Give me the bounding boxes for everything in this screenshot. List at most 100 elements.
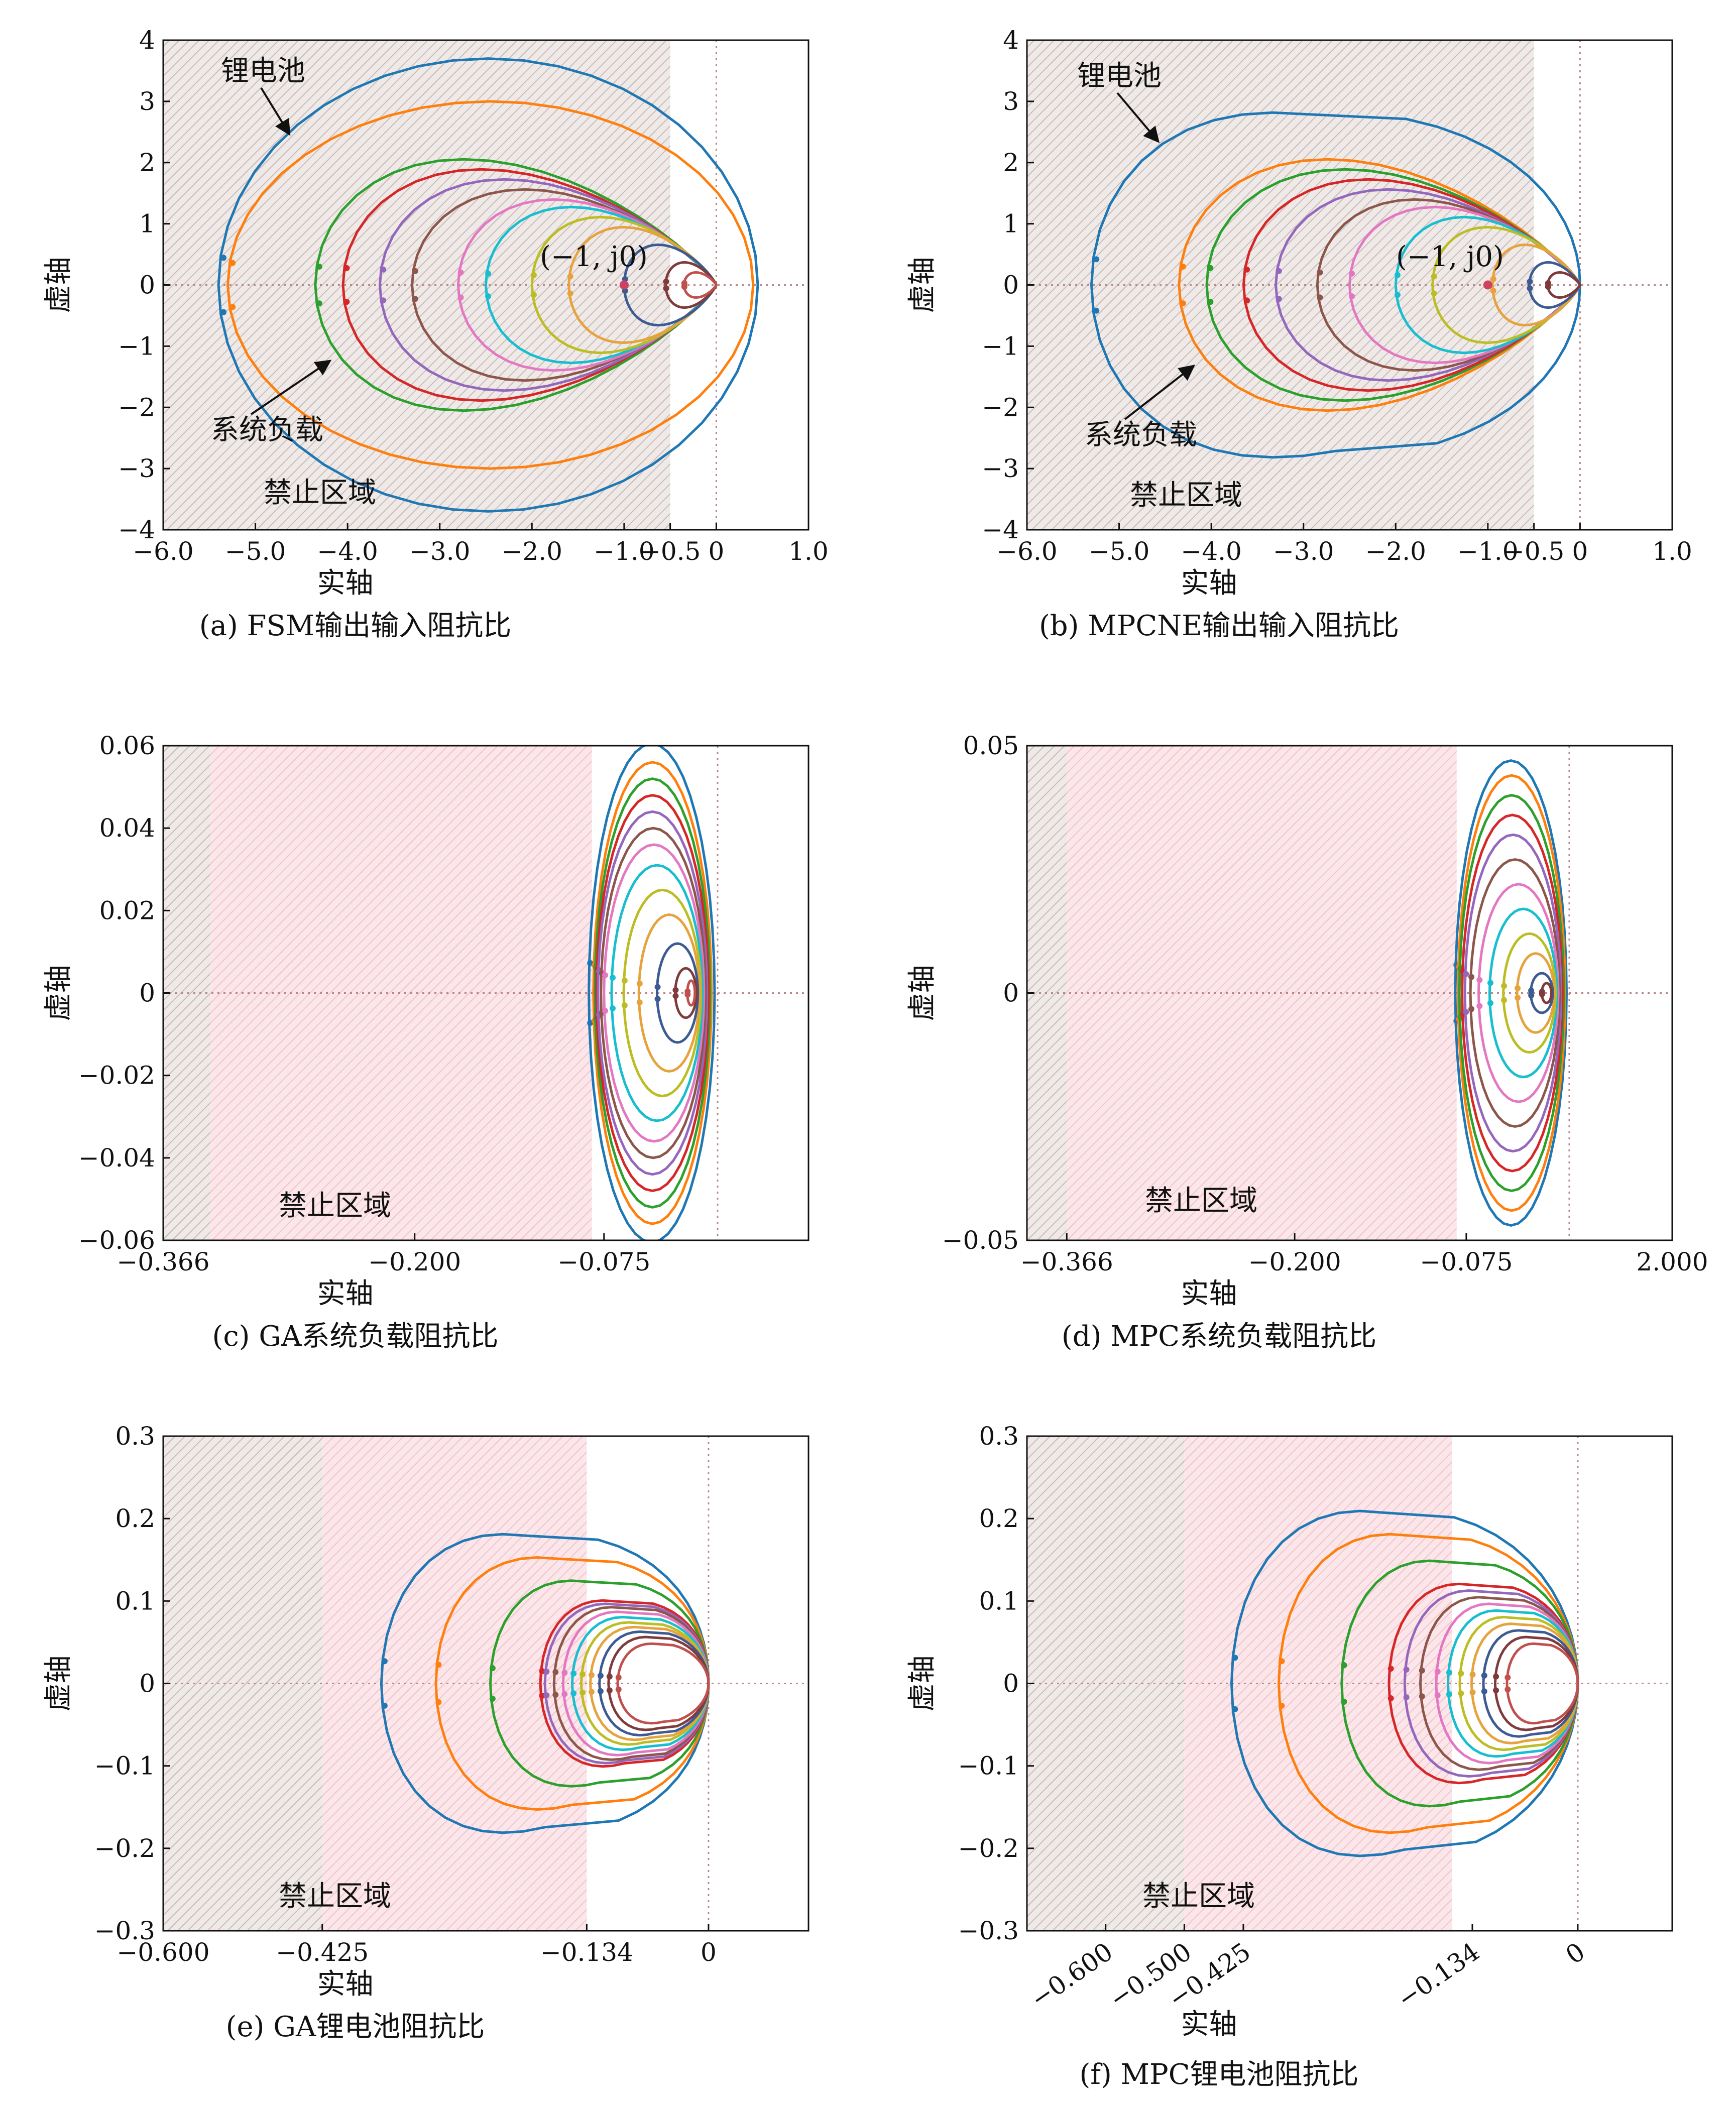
- y-tick-label: −0.3: [958, 1916, 1019, 1945]
- series-marker: [1458, 1670, 1464, 1677]
- x-tick-label: −0.5: [640, 537, 701, 566]
- series-e-3: [489, 1579, 710, 1788]
- series-e-8: [570, 1615, 710, 1751]
- x-tick-label: 1.0: [788, 537, 829, 566]
- curves: [380, 1533, 710, 1834]
- series-f-10: [1470, 1622, 1579, 1744]
- series-marker: [1463, 1009, 1469, 1015]
- series-marker: [1487, 1000, 1493, 1006]
- series-marker: [1431, 290, 1437, 297]
- series-marker: [621, 977, 628, 984]
- y-tick-label: 0.1: [115, 1586, 155, 1615]
- x-axis-label: 实轴: [1181, 2008, 1237, 2041]
- series-d-1: [1454, 759, 1568, 1227]
- series-marker: [1545, 284, 1551, 290]
- series-e-9: [580, 1621, 710, 1746]
- series-marker: [1539, 991, 1545, 997]
- series-f-1: [1230, 1509, 1579, 1857]
- panel-caption: (e) GA锂电池阻抗比: [226, 2011, 485, 2043]
- forbidden-region-pink: [210, 746, 592, 1240]
- y-tick-label: 0.06: [99, 731, 155, 760]
- curves: [1090, 111, 1581, 459]
- panel-caption: (d) MPC系统负载阻抗比: [1062, 1320, 1376, 1353]
- series-marker: [580, 1671, 586, 1678]
- series-c-10: [637, 913, 701, 1073]
- series-marker: [485, 270, 492, 277]
- y-tick-label: 0: [1003, 271, 1019, 300]
- series-marker: [1458, 1690, 1464, 1697]
- series-marker: [1527, 278, 1533, 285]
- x-tick-label: −0.134: [540, 1938, 633, 1967]
- series-marker: [1244, 297, 1250, 304]
- series-c-12: [674, 967, 698, 1019]
- series-marker: [1490, 288, 1496, 294]
- series-marker: [1446, 1691, 1452, 1698]
- x-tick-label: −4.0: [1181, 537, 1241, 566]
- x-tick-label: −0.366: [1020, 1247, 1113, 1276]
- x-tick-label: −1.0: [1457, 537, 1518, 566]
- series-marker: [1419, 1693, 1425, 1700]
- series-f-8: [1446, 1609, 1579, 1758]
- series-marker: [602, 1007, 609, 1014]
- series-marker: [412, 268, 418, 274]
- y-tick-label: −0.2: [958, 1834, 1019, 1863]
- x-axis-label: 实轴: [1181, 1277, 1237, 1310]
- series-marker: [1446, 1669, 1452, 1676]
- series-marker: [543, 1692, 550, 1699]
- series-marker: [1279, 1702, 1285, 1709]
- series-marker: [1481, 1688, 1487, 1695]
- series-marker: [615, 1686, 622, 1693]
- x-tick-label: −3.0: [1273, 537, 1334, 566]
- y-tick-label: −0.04: [78, 1143, 155, 1173]
- x-tick-label: −0.600: [1025, 1937, 1118, 2014]
- y-tick-label: 0: [1003, 1669, 1019, 1698]
- y-axis-label: 虚轴: [906, 965, 939, 1021]
- series-marker: [1349, 270, 1355, 277]
- series-marker: [654, 996, 661, 1002]
- series-marker: [220, 255, 227, 261]
- series-marker: [489, 1665, 496, 1671]
- y-axis-label: 虚轴: [42, 1656, 75, 1712]
- series-负载-2: [1205, 168, 1581, 402]
- series-e-7: [561, 1610, 710, 1757]
- y-axis-label: 虚轴: [906, 257, 939, 313]
- series-d-8: [1488, 907, 1558, 1079]
- series-d-6: [1469, 858, 1561, 1128]
- series-marker: [663, 278, 669, 285]
- panel-d: −0.366 −0.200 −0.075 2.000 0.05 0 −0.05 实轴 虚轴 (d)…: [906, 731, 1708, 1353]
- series-marker: [602, 972, 609, 979]
- y-tick-label: −1: [118, 331, 155, 361]
- series-marker: [1515, 994, 1521, 1001]
- series-marker: [1468, 974, 1475, 980]
- x-tick-label: −0.075: [1420, 1247, 1513, 1276]
- curves: [217, 57, 759, 513]
- series-e-1: [380, 1533, 710, 1834]
- annotation-label: 禁止区域: [279, 1880, 391, 1913]
- series-marker: [1481, 1672, 1487, 1679]
- series-d-5: [1463, 833, 1562, 1153]
- y-axis-label: 虚轴: [906, 1656, 939, 1712]
- x-tick-label: 0: [1572, 537, 1588, 566]
- y-tick-label: 0.3: [115, 1422, 155, 1451]
- annotation-label: (−1, j0): [540, 241, 648, 273]
- panel-caption: (f) MPC锂电池阻抗比: [1079, 2058, 1358, 2091]
- series-f-4: [1387, 1582, 1579, 1785]
- series-marker: [621, 1002, 628, 1009]
- y-tick-label: −0.1: [958, 1751, 1019, 1781]
- series-marker: [1341, 1698, 1347, 1705]
- x-axis-label: 实轴: [317, 1277, 374, 1310]
- series-marker: [343, 299, 350, 305]
- x-axis-label: 实轴: [317, 1968, 374, 2001]
- series-c-5: [597, 810, 709, 1176]
- series-marker: [1341, 1662, 1347, 1669]
- series-marker: [587, 960, 594, 966]
- series-锂电池-1: [217, 57, 759, 513]
- series-marker: [543, 1668, 550, 1675]
- series-marker: [1468, 1006, 1475, 1012]
- y-tick-label: 2: [139, 148, 155, 177]
- y-tick-label: 4: [1003, 26, 1019, 55]
- curves: [1230, 1509, 1579, 1857]
- y-tick-label: −3: [982, 454, 1019, 483]
- annotation-arrow: [1124, 365, 1196, 420]
- series-marker: [1469, 1671, 1476, 1678]
